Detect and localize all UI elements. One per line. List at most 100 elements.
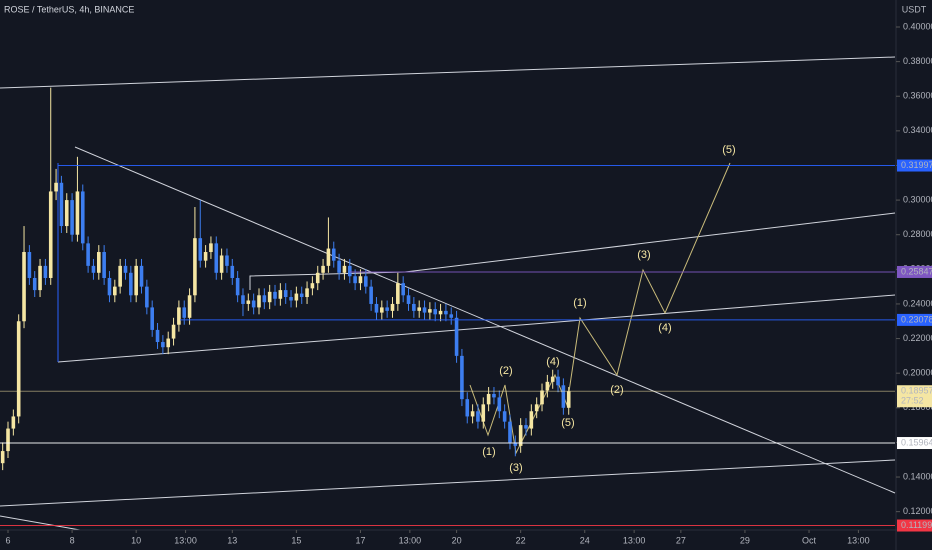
candle-body	[412, 303, 416, 311]
candle-body	[545, 381, 550, 391]
candle-body	[540, 390, 544, 405]
candle-body	[444, 310, 448, 315]
candle-body	[374, 303, 379, 313]
channel-bottom	[0, 459, 896, 507]
x-tick-label: 13:00	[847, 535, 870, 545]
candle-body	[0, 451, 5, 464]
price-label: 0.15964	[901, 437, 932, 447]
candle-body	[566, 391, 571, 408]
candle-body	[363, 276, 368, 287]
chart-title: ROSE / TetherUS, 4h, BINANCE	[4, 4, 134, 14]
candle-body	[209, 243, 213, 253]
candle-body	[102, 252, 106, 278]
candle-body	[283, 290, 288, 298]
candle-body	[235, 277, 240, 296]
candle-body	[422, 307, 427, 313]
candle-body	[502, 411, 507, 422]
price-label-box	[897, 265, 932, 278]
candle-body	[342, 265, 347, 273]
candle-body	[27, 252, 32, 278]
candle-body	[59, 182, 64, 227]
x-tick-label: 13:00	[399, 535, 422, 545]
candle-body	[187, 295, 192, 318]
wave-label: (1)	[573, 297, 586, 309]
x-tick-label: 15	[291, 535, 301, 545]
candle-body	[219, 255, 224, 273]
candle-body	[438, 310, 443, 315]
candle-body	[86, 243, 90, 266]
candle-body	[289, 297, 293, 301]
candle-body	[70, 200, 74, 235]
candle-body	[534, 404, 539, 412]
countdown: 27:52	[901, 396, 924, 406]
candle-body	[134, 265, 138, 296]
price-label: 0.25847	[901, 266, 932, 276]
wave-label: (2)	[610, 384, 623, 396]
candle-body	[428, 309, 432, 313]
price-label-box	[897, 519, 932, 532]
candle-body	[246, 300, 251, 304]
candle-body	[262, 295, 267, 303]
price-label-box	[897, 159, 932, 172]
candle-body	[326, 248, 331, 266]
x-tick-label: 6	[6, 535, 11, 545]
trend-parallel	[404, 212, 896, 273]
price-label-box	[897, 437, 932, 450]
candle-body	[524, 425, 528, 429]
candle-body	[470, 411, 475, 417]
candle-body	[518, 425, 523, 446]
x-tick-label: 13	[227, 535, 237, 545]
candle-body	[257, 295, 261, 308]
wave-label: (2)	[499, 365, 512, 377]
x-tick-label: Oct	[802, 535, 817, 545]
price-label: 0.18957	[901, 386, 932, 396]
candle-body	[113, 286, 117, 296]
candle-body	[203, 252, 208, 261]
candle-body	[161, 342, 165, 348]
candle-body	[465, 399, 470, 417]
candle-body	[486, 393, 491, 405]
price-label: 0.23078	[901, 314, 932, 324]
candle-body	[390, 303, 395, 311]
x-tick-label: 13:00	[623, 535, 646, 545]
candle-body	[299, 293, 304, 298]
candle-body	[497, 397, 502, 412]
candle-body	[96, 252, 101, 273]
candle-body	[118, 265, 122, 287]
candle-body	[16, 321, 21, 417]
candle-body	[406, 295, 411, 304]
candle-body	[64, 200, 69, 227]
candle-body	[385, 307, 389, 311]
candle-body	[38, 265, 42, 291]
candle-body	[401, 283, 405, 296]
candle-body	[230, 265, 235, 278]
candle-body	[433, 309, 438, 315]
wave-label: (4)	[658, 322, 671, 334]
candle-body	[561, 385, 566, 408]
candle-body	[43, 265, 48, 278]
candle-body	[476, 411, 480, 422]
candle-body	[492, 393, 496, 398]
candle-body	[139, 265, 144, 287]
price-label-box	[897, 313, 932, 326]
trend-up	[57, 294, 896, 363]
x-tick-label: 10	[131, 535, 141, 545]
channel-top	[0, 56, 896, 89]
candle-body	[6, 428, 10, 452]
price-label-box	[897, 385, 932, 408]
candle-body	[22, 252, 26, 322]
candle-body	[358, 276, 363, 284]
candle-body	[380, 307, 384, 313]
short-line	[0, 515, 81, 531]
candle-body	[267, 291, 272, 303]
candle-body	[91, 265, 96, 273]
candle-body	[337, 260, 341, 273]
range-line	[249, 271, 406, 290]
x-tick-label: 24	[580, 535, 590, 545]
